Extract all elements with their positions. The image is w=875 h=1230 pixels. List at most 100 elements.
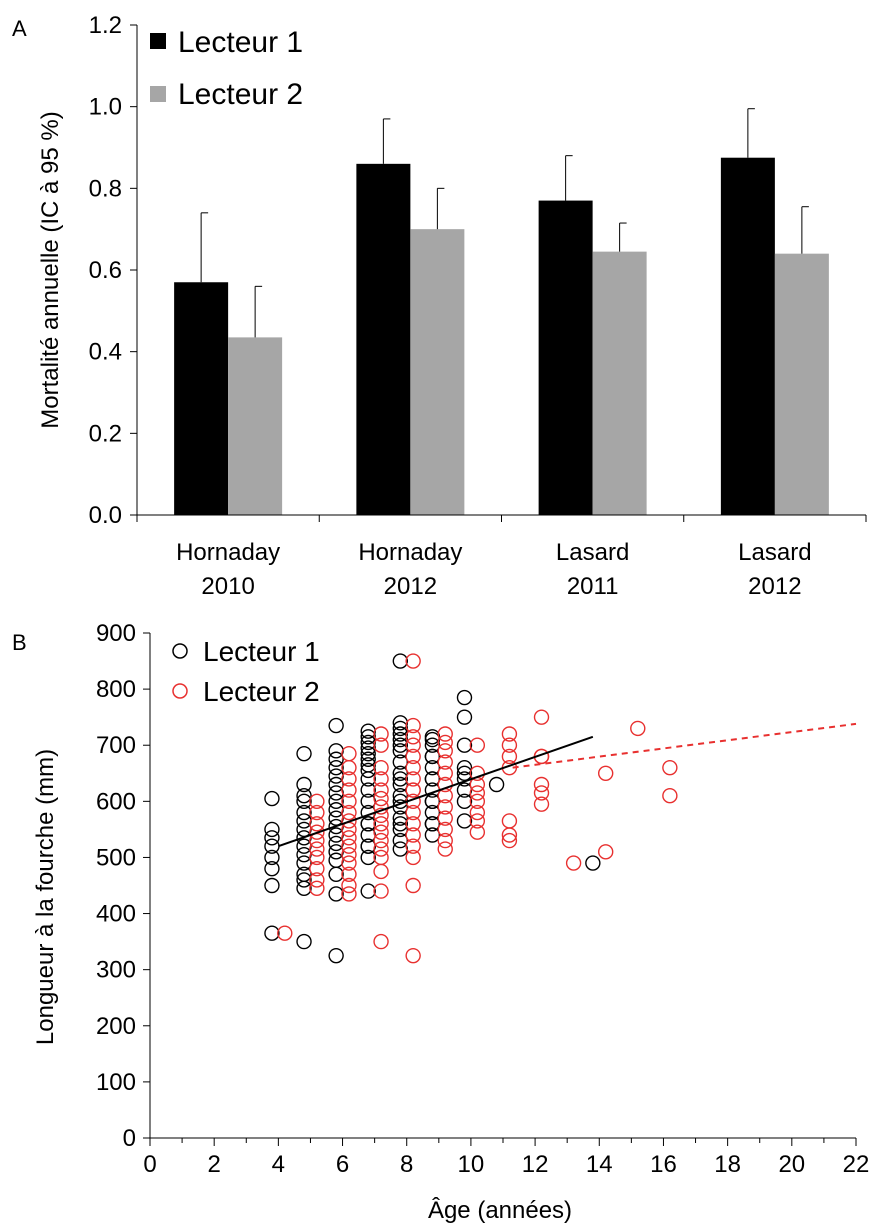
scatter-point bbox=[597, 844, 614, 860]
y-tick-label: 1.0 bbox=[89, 94, 122, 121]
scatter-point bbox=[373, 759, 389, 776]
y-tick-label: 500 bbox=[96, 844, 136, 871]
panel-b-scatter-chart: B 0 2 4 6 8 10 12 14 16 18 20 22 0 100 200 300 400 500 60… bbox=[12, 620, 869, 1224]
y-tick-label: 0.0 bbox=[89, 502, 122, 529]
x-tick-label: 14 bbox=[586, 1151, 613, 1178]
scatter-point bbox=[392, 832, 409, 849]
y-tick-label: 100 bbox=[96, 1069, 136, 1096]
scatter-point bbox=[328, 776, 344, 793]
scatter-point bbox=[296, 855, 312, 871]
scatter-point bbox=[392, 776, 409, 793]
scatter-point bbox=[341, 804, 357, 821]
scatter-point bbox=[328, 802, 344, 818]
scatter-point bbox=[501, 832, 518, 849]
scatter-point bbox=[296, 933, 312, 950]
y-tick-label: 0 bbox=[123, 1125, 136, 1152]
scatter-point bbox=[296, 776, 312, 793]
scatter-point bbox=[328, 785, 344, 801]
scatter-point bbox=[437, 841, 453, 857]
scatter-point bbox=[373, 799, 389, 815]
scatter-point bbox=[392, 810, 409, 826]
scatter-point bbox=[296, 788, 312, 804]
scatter-point bbox=[565, 855, 582, 871]
scatter-point bbox=[392, 788, 409, 804]
scatter-point bbox=[662, 759, 678, 776]
y-tick-label: 900 bbox=[96, 620, 136, 647]
scatter-point bbox=[373, 790, 389, 807]
x-tick-label: 20 bbox=[778, 1151, 805, 1178]
scatter-point bbox=[296, 821, 312, 838]
scatter-point bbox=[309, 880, 325, 897]
scatter-point bbox=[456, 813, 473, 829]
scatter-point bbox=[437, 799, 453, 815]
scatter-point bbox=[469, 793, 486, 810]
scatter-point bbox=[424, 771, 441, 787]
x-category-label: Hornaday bbox=[176, 539, 280, 566]
scatter-point bbox=[341, 745, 357, 762]
scatter-point bbox=[328, 827, 344, 843]
y-ticks-a: 0.0 0.2 0.4 0.6 0.8 1.0 1.2 bbox=[89, 12, 137, 529]
scatter-point bbox=[405, 729, 421, 745]
scatter-point bbox=[392, 771, 409, 787]
scatter-point bbox=[328, 866, 344, 882]
scatter-point bbox=[328, 759, 344, 776]
legend-label-lecteur-2: Lecteur 2 bbox=[203, 676, 320, 707]
x-category-label: 2010 bbox=[201, 573, 254, 600]
scatter-point bbox=[373, 933, 389, 950]
x-tick-label: 22 bbox=[843, 1151, 870, 1178]
panel-a-bar-chart: A 0.00.20.40.60.81.01.2 Hornaday2010Horn… bbox=[12, 12, 867, 600]
scatter-point bbox=[341, 846, 357, 863]
legend-a: Lecteur 1 Lecteur 2 bbox=[150, 26, 303, 111]
scatter-point bbox=[328, 844, 344, 860]
scatter-point bbox=[296, 804, 312, 821]
scatter-point bbox=[360, 782, 376, 798]
scatter-point bbox=[469, 765, 486, 781]
scatter-point bbox=[264, 849, 280, 866]
scatter-point bbox=[392, 765, 409, 781]
x-tick-label: 16 bbox=[650, 1151, 677, 1178]
scatter-point bbox=[501, 748, 518, 765]
scatter-point bbox=[328, 835, 344, 852]
scatter-point bbox=[456, 689, 473, 706]
x-tick-label: 2 bbox=[208, 1151, 221, 1178]
scatter-point bbox=[392, 754, 409, 770]
scatter-point bbox=[405, 771, 421, 787]
y-tick-label: 700 bbox=[96, 732, 136, 759]
panel-a-label: A bbox=[12, 16, 27, 41]
scatter-point bbox=[437, 726, 453, 742]
bar bbox=[356, 163, 411, 516]
scatter-point bbox=[437, 734, 453, 751]
scatter-point bbox=[328, 852, 344, 868]
scatter-point bbox=[437, 754, 453, 770]
scatter-point bbox=[405, 717, 421, 734]
scatter-point bbox=[296, 793, 312, 810]
scatter-point bbox=[360, 849, 376, 866]
scatter-point bbox=[469, 737, 486, 753]
scatter-point bbox=[424, 793, 441, 810]
scatter-point bbox=[296, 866, 312, 882]
x-category-label: Lasard bbox=[738, 539, 811, 566]
scatter-point bbox=[296, 838, 312, 854]
y-tick-label: 0.8 bbox=[89, 175, 122, 202]
scatter-point bbox=[373, 832, 389, 849]
scatter-point bbox=[456, 793, 473, 810]
scatter-point bbox=[437, 821, 453, 838]
scatter-point bbox=[309, 872, 325, 888]
scatter-point bbox=[264, 821, 280, 838]
scatter-point bbox=[533, 785, 550, 801]
x-category-label: 2011 bbox=[567, 573, 619, 600]
scatter-point bbox=[341, 821, 357, 838]
scatter-point bbox=[360, 883, 376, 899]
y-tick-label: 600 bbox=[96, 788, 136, 815]
scatter-point bbox=[469, 804, 486, 821]
x-tick-label: 6 bbox=[336, 1151, 349, 1178]
scatter-point bbox=[424, 748, 441, 765]
scatter-point bbox=[341, 813, 357, 829]
scatter-point bbox=[424, 827, 441, 843]
scatter-point bbox=[328, 743, 344, 759]
scatter-point bbox=[277, 925, 293, 941]
scatter-point bbox=[360, 745, 376, 762]
y-tick-label: 0.4 bbox=[89, 339, 122, 366]
scatter-point bbox=[373, 771, 389, 787]
